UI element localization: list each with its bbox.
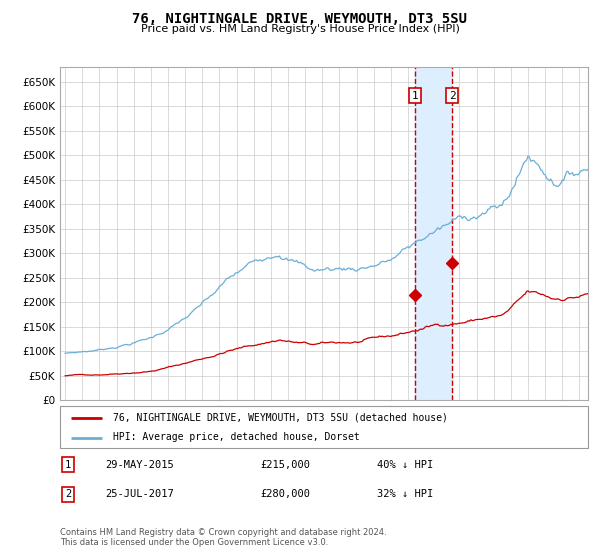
Text: £215,000: £215,000 [260,460,311,469]
Text: 2: 2 [65,489,71,499]
Text: 2: 2 [449,91,455,101]
FancyBboxPatch shape [60,406,588,448]
Bar [415,67,452,400]
Text: Price paid vs. HM Land Registry's House Price Index (HPI): Price paid vs. HM Land Registry's House … [140,24,460,34]
Text: 76, NIGHTINGALE DRIVE, WEYMOUTH, DT3 5SU: 76, NIGHTINGALE DRIVE, WEYMOUTH, DT3 5SU [133,12,467,26]
Text: 1: 1 [65,460,71,469]
Text: 29-MAY-2015: 29-MAY-2015 [105,460,173,469]
Text: £280,000: £280,000 [260,489,311,499]
Text: Contains HM Land Registry data © Crown copyright and database right 2024.
This d: Contains HM Land Registry data © Crown c… [60,528,386,547]
Text: 25-JUL-2017: 25-JUL-2017 [105,489,173,499]
Text: 32% ↓ HPI: 32% ↓ HPI [377,489,433,499]
Text: 1: 1 [412,91,418,101]
Text: HPI: Average price, detached house, Dorset: HPI: Average price, detached house, Dors… [113,432,359,442]
Text: 40% ↓ HPI: 40% ↓ HPI [377,460,433,469]
Text: 76, NIGHTINGALE DRIVE, WEYMOUTH, DT3 5SU (detached house): 76, NIGHTINGALE DRIVE, WEYMOUTH, DT3 5SU… [113,413,448,423]
